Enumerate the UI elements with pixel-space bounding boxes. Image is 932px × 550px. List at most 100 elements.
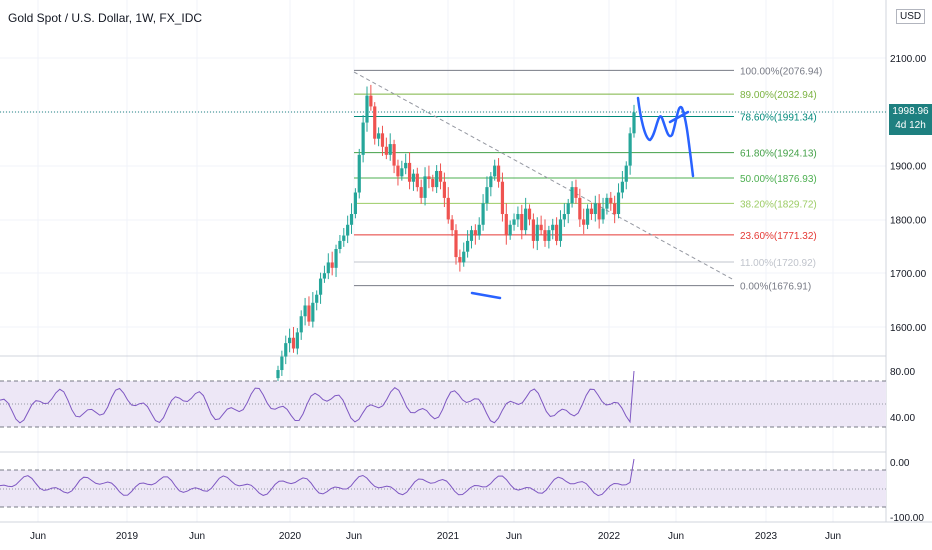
fib-level-label: 23.60%(1771.32) — [740, 231, 817, 242]
candle-body — [574, 187, 578, 198]
candle-body — [585, 208, 590, 225]
candle-body — [628, 133, 632, 166]
time-tick-label: Jun — [30, 531, 46, 542]
candle-body — [338, 240, 342, 249]
main-grid — [0, 0, 886, 522]
support-underline[interactable] — [470, 291, 502, 300]
candle-body — [493, 165, 497, 177]
fib-level-label: 61.80%(1924.13) — [740, 149, 817, 160]
candle-body — [462, 251, 466, 263]
candle-body — [288, 337, 292, 344]
chart-title: Gold Spot / U.S. Dollar, 1W, FX_IDC — [8, 11, 203, 25]
projection-stroke[interactable] — [668, 110, 690, 124]
candle-body — [469, 230, 474, 241]
candle-body — [531, 219, 535, 241]
candle-body — [601, 208, 605, 220]
candle-body — [318, 278, 323, 295]
candle-body — [512, 219, 516, 225]
candlestick-series — [276, 84, 636, 383]
candle-body — [295, 332, 299, 349]
candle-body — [373, 106, 377, 139]
candle-body — [284, 343, 288, 357]
candle-body — [342, 235, 346, 241]
candle-body — [423, 176, 427, 198]
candle-body — [632, 112, 636, 134]
price-tick-label: 1900.00 — [890, 162, 927, 173]
trend-line[interactable] — [353, 71, 735, 281]
price-tick-label: 1800.00 — [890, 215, 927, 226]
bar-countdown: 4d 12h — [895, 120, 926, 131]
candle-body — [361, 122, 365, 155]
candle-body — [349, 214, 354, 225]
candle-body — [326, 262, 330, 274]
candle-body — [562, 214, 566, 220]
candle-body — [589, 208, 594, 215]
candle-body — [365, 95, 369, 123]
fibonacci-retracement[interactable]: 100.00%(2076.94) 89.00%(2032.94) 78.60%(19… — [354, 66, 822, 293]
time-tick-label: Jun — [189, 531, 205, 542]
candle-body — [489, 176, 493, 188]
candle-body — [427, 176, 431, 180]
candle-body — [609, 197, 613, 204]
time-tick-label: 2022 — [598, 531, 621, 542]
candle-body — [334, 248, 338, 268]
candle-body — [299, 316, 303, 333]
candle-body — [400, 168, 404, 177]
candle-body — [481, 203, 485, 225]
candle-body — [520, 214, 524, 231]
candle-body — [473, 230, 477, 236]
candle-body — [377, 133, 381, 139]
candle-body — [353, 192, 357, 215]
last-price-value: 1998.96 — [892, 106, 929, 117]
candle-body — [396, 165, 400, 177]
currency-label[interactable]: USD — [896, 9, 926, 24]
candle-body — [419, 187, 423, 198]
candle-body — [570, 187, 574, 204]
time-tick-label: 2019 — [116, 531, 139, 542]
fib-level-label: 89.00%(2032.94) — [740, 90, 817, 101]
candle-body — [388, 144, 392, 155]
candle-body — [431, 179, 435, 188]
candle-body — [330, 262, 334, 268]
candle-body — [450, 219, 454, 231]
candle-body — [411, 173, 416, 182]
last-price-badge: 1998.96 4d 12h — [889, 104, 932, 135]
price-tick-label: 1600.00 — [890, 323, 927, 334]
fib-level-label: 38.20%(1829.72) — [740, 199, 817, 210]
indicator-tick-label: -100.00 — [890, 513, 924, 524]
candle-body — [369, 95, 373, 107]
candle-body — [415, 173, 419, 188]
time-tick-label: Jun — [825, 531, 841, 542]
candle-body — [477, 224, 481, 236]
time-tick-label: 2020 — [279, 531, 302, 542]
time-tick-label: 2021 — [437, 531, 460, 542]
indicator-tick-label: 0.00 — [890, 458, 910, 469]
candle-body — [500, 181, 505, 215]
fib-level-label: 0.00%(1676.91) — [740, 282, 811, 293]
candle-body — [458, 257, 462, 263]
price-tick-label: 2100.00 — [890, 54, 927, 65]
candle-body — [555, 224, 559, 241]
candle-body — [291, 337, 296, 349]
candle-body — [616, 192, 621, 215]
time-tick-label: Jun — [668, 531, 684, 542]
fib-level-label: 50.00%(1876.93) — [740, 174, 817, 185]
candle-body — [582, 219, 586, 225]
candle-body — [593, 203, 597, 215]
oscillator-line — [0, 458, 635, 497]
fib-level-label: 78.60%(1991.34) — [740, 112, 817, 123]
candle-body — [346, 224, 350, 236]
candle-body — [454, 230, 458, 258]
candle-body — [597, 203, 601, 220]
candle-body — [605, 197, 609, 209]
candle-body — [311, 302, 315, 322]
time-tick-label: Jun — [506, 531, 522, 542]
candle-body — [446, 197, 450, 220]
projection-drawing[interactable] — [636, 96, 695, 178]
candle-body — [624, 165, 628, 182]
candle-body — [384, 146, 388, 155]
candle-body — [357, 154, 361, 193]
fib-level-label: 11.00%(1720.92) — [740, 258, 816, 269]
indicator-tick-label: 40.00 — [890, 413, 915, 424]
